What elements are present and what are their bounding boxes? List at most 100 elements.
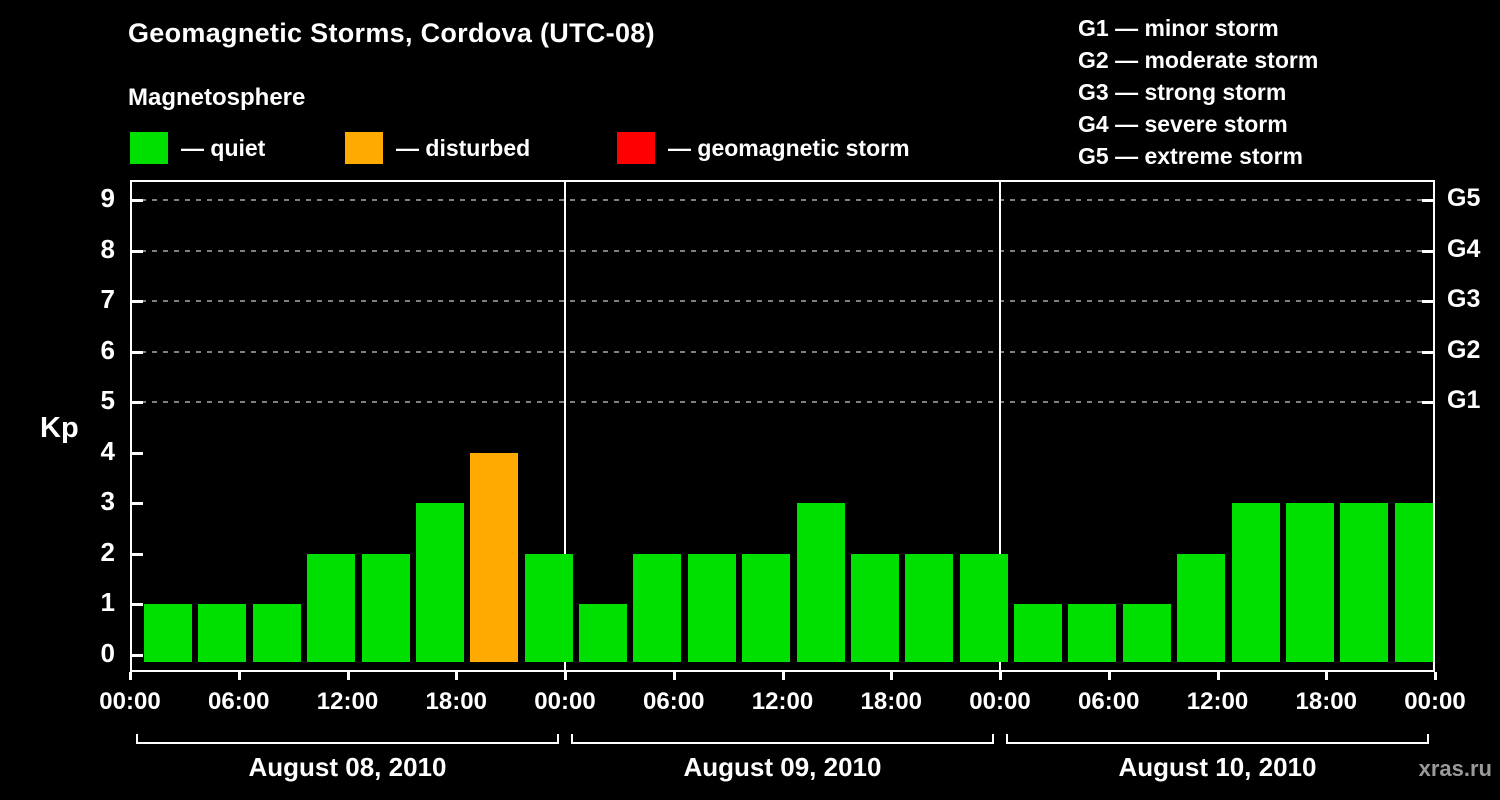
y-tick-label: 2	[100, 536, 115, 567]
x-tick-label: 12:00	[1186, 688, 1249, 715]
y-tick	[130, 552, 143, 556]
storm-label: — geomagnetic storm	[668, 134, 910, 161]
kp-bar	[524, 553, 573, 662]
date-bracket-cap	[136, 734, 138, 742]
y-tick	[130, 350, 143, 354]
kp-bar	[1394, 503, 1435, 662]
x-tick-label: 12:00	[751, 688, 814, 715]
x-tick	[237, 672, 241, 680]
gridline-kp8	[130, 249, 1435, 252]
y-tick-label: 6	[100, 334, 115, 365]
chart-subtitle: Magnetosphere	[128, 84, 306, 111]
storm-scale-g2: G2 — moderate storm	[1078, 47, 1319, 73]
y-tick-label: 1	[100, 587, 115, 618]
x-tick	[129, 672, 132, 680]
date-label: August 08, 2010	[248, 752, 447, 782]
kp-bar	[1231, 503, 1280, 662]
date-bracket	[1006, 742, 1429, 744]
kp-bar	[198, 604, 247, 662]
g-tick	[1422, 249, 1435, 253]
kp-bar	[959, 553, 1008, 662]
x-tick-label: 18:00	[1295, 688, 1357, 715]
kp-bar	[307, 553, 356, 662]
y-tick-label: 8	[100, 233, 115, 264]
date-bracket-cap	[1006, 734, 1008, 742]
gridline-kp7	[130, 300, 1435, 303]
x-tick	[890, 672, 894, 680]
legend-item-storm: — geomagnetic storm	[617, 131, 910, 165]
day-separator	[999, 180, 1001, 672]
storm-scale-g3: G3 — strong storm	[1078, 79, 1287, 105]
kp-bar	[252, 604, 301, 662]
x-tick	[1325, 672, 1329, 680]
kp-bar	[361, 553, 410, 662]
g-tick	[1422, 199, 1435, 202]
x-tick	[564, 672, 567, 680]
kp-bar	[470, 452, 519, 662]
plot-area	[130, 180, 1435, 672]
y-tick-label: 7	[100, 284, 115, 315]
disturbed-label: — disturbed	[396, 134, 531, 161]
kp-bar	[796, 503, 845, 662]
storm-color-swatch	[617, 132, 655, 164]
g-tick	[1422, 350, 1435, 354]
x-tick-label: 06:00	[643, 688, 705, 715]
x-tick-label: 00:00	[99, 688, 161, 715]
date-bracket-cap	[992, 734, 994, 742]
y-tick	[130, 451, 143, 455]
chart-title: Geomagnetic Storms, Cordova (UTC-08)	[128, 18, 655, 48]
g-tick	[1422, 401, 1435, 405]
date-bracket-cap	[557, 734, 559, 742]
date-bracket	[571, 742, 994, 744]
date-label: August 09, 2010	[683, 752, 882, 782]
y-tick	[130, 502, 143, 506]
kp-bar	[633, 553, 682, 662]
x-tick	[1434, 672, 1437, 680]
x-tick-label: 00:00	[1404, 688, 1466, 715]
kp-bar	[905, 553, 954, 662]
storm-scale-g1: G1 — minor storm	[1078, 15, 1279, 41]
kp-bar	[1177, 553, 1226, 662]
date-bracket-cap	[571, 734, 573, 742]
x-tick-label: 06:00	[208, 688, 270, 715]
quiet-label: — quiet	[181, 134, 266, 161]
x-tick	[1216, 672, 1220, 680]
g-level-label: G3	[1447, 285, 1481, 314]
x-tick	[455, 672, 459, 680]
kp-bar	[742, 553, 791, 662]
date-bracket-cap	[1427, 734, 1429, 742]
kp-bar	[144, 604, 193, 662]
x-tick-label: 00:00	[534, 688, 596, 715]
day-separator	[564, 180, 566, 672]
kp-axis-title: Kp	[40, 412, 79, 444]
x-tick-label: 18:00	[860, 688, 922, 715]
x-tick-label: 00:00	[969, 688, 1031, 715]
g-level-label: G4	[1447, 234, 1481, 263]
y-tick-label: 3	[100, 486, 115, 517]
g-level-label: G2	[1447, 335, 1481, 364]
kp-bar	[1285, 503, 1334, 662]
y-tick	[130, 401, 143, 405]
x-tick	[672, 672, 676, 680]
y-tick	[130, 249, 143, 253]
x-tick	[1107, 672, 1111, 680]
y-tick-label: 9	[100, 183, 115, 213]
date-bracket	[136, 742, 559, 744]
storm-scale-g4: G4 — severe storm	[1078, 111, 1288, 137]
x-tick-label: 06:00	[1078, 688, 1140, 715]
gridline-kp9	[130, 199, 1435, 201]
legend-item-quiet: — quiet	[130, 131, 265, 165]
gridline-kp5	[130, 401, 1435, 404]
g-tick	[1422, 300, 1435, 304]
x-tick	[999, 672, 1002, 680]
kp-bar	[1014, 604, 1063, 662]
kp-bar	[1068, 604, 1117, 662]
storm-scale-legend: G1 — minor storm G2 — moderate storm G3 …	[1078, 12, 1318, 172]
y-tick	[130, 603, 143, 607]
x-tick-label: 12:00	[316, 688, 379, 715]
kp-bar	[579, 604, 628, 662]
watermark: xras.ru	[1418, 756, 1492, 781]
g-level-label: G5	[1447, 184, 1481, 212]
y-tick	[130, 199, 143, 202]
